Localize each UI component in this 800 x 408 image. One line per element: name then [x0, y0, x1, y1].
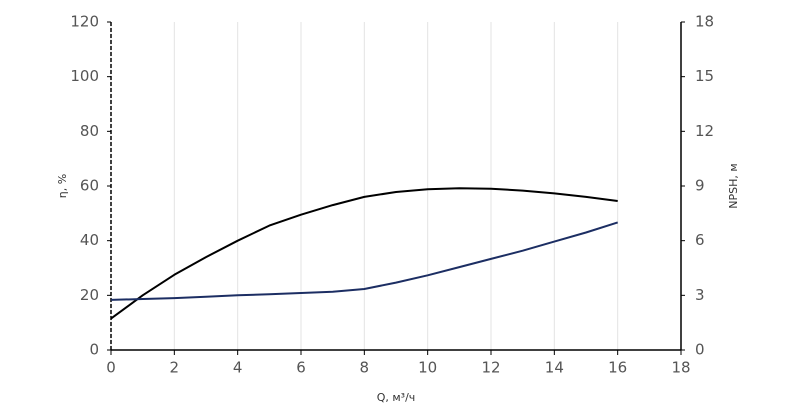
x-tick-label: 4	[233, 359, 243, 377]
y-tick-label: 40	[80, 231, 99, 249]
series-line	[110, 221, 619, 301]
series-line	[110, 187, 618, 320]
x-tick-label: 6	[296, 359, 306, 377]
y2-tick-label: 0	[695, 341, 705, 359]
x-tick-label: 16	[608, 359, 627, 377]
y-tick-label: 100	[70, 67, 99, 85]
x-tick-label: 2	[170, 359, 180, 377]
y2-tick-label: 6	[695, 231, 705, 249]
y2-axis-label: NPSH, м	[727, 163, 740, 208]
y2-tick-label: 18	[695, 13, 714, 31]
x-tick-label: 14	[545, 359, 564, 377]
x-tick-label: 0	[106, 359, 116, 377]
x-tick-label: 12	[481, 359, 500, 377]
y2-tick-label: 3	[695, 286, 705, 304]
y-axis-label: η, %	[56, 174, 69, 198]
y-tick-label: 80	[80, 122, 99, 140]
y2-tick-label: 12	[695, 122, 714, 140]
x-axis-label: Q, м³/ч	[377, 391, 416, 404]
y-tick-label: 20	[80, 286, 99, 304]
y2-tick-label: 9	[695, 177, 705, 195]
x-tick-label: 8	[360, 359, 370, 377]
y2-tick-label: 15	[695, 67, 714, 85]
y-tick-label: 0	[89, 341, 99, 359]
x-tick-label: 18	[671, 359, 690, 377]
y-tick-label: 120	[70, 13, 99, 31]
x-tick-label: 10	[418, 359, 437, 377]
y-tick-label: 60	[80, 177, 99, 195]
